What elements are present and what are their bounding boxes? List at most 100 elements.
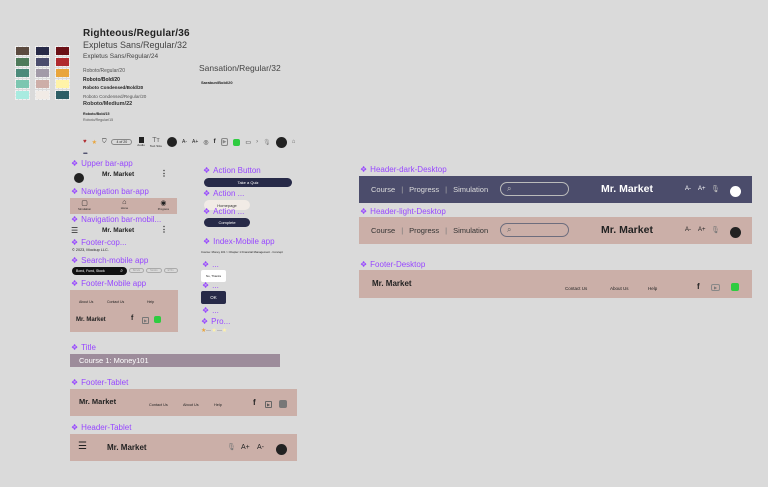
nav-simulation[interactable]: Simulation [453,185,489,194]
component-label: ❖ Header-Tablet [71,423,132,432]
nav-course[interactable]: Course [371,185,396,194]
badge-icon: ⛉ [101,138,107,145]
nav-simulation[interactable]: Simulation [453,226,489,235]
about-link[interactable]: About Us [79,300,94,304]
about-link[interactable]: About Us [610,286,629,291]
color-swatch [55,57,70,67]
contact-link[interactable]: Contact Us [149,403,168,407]
font-increase-icon[interactable]: A+ [192,139,199,145]
avatar[interactable] [74,173,84,183]
no-thanks-button[interactable]: No, Thanks [201,270,226,282]
nav-item-progress[interactable]: ◉ Progress [157,200,169,211]
progress-stars: ★ ★ ★ [201,327,227,334]
ok-button[interactable]: OK [201,291,226,304]
nav-item-home[interactable]: ⌂ Home [120,199,129,210]
font-decrease-button[interactable]: A- [685,227,691,233]
line-icon[interactable] [233,138,241,146]
chip[interactable]: Bonds [129,268,145,273]
type-roboto-regular-15: Roboto/Regular/15 [83,118,114,122]
chip[interactable]: Stocks [146,268,162,273]
nav-progress[interactable]: Progress [409,226,440,235]
component-label: ❖ Header-dark-Desktop [360,165,447,174]
brand-title: Mr. Market [76,317,106,323]
component-label: ❖ Pro... [201,317,231,326]
type-righteous: Righteous/Regular/36 [83,28,190,39]
help-link[interactable]: Help [214,403,222,407]
font-increase-button[interactable]: A+ [241,444,250,451]
search-chips: Bonds Stocks ETFs [129,268,178,273]
chat-icon[interactable]: ▭ [245,139,252,146]
component-icon: ❖ [71,423,79,432]
user-avatar[interactable] [276,444,287,455]
user-avatar[interactable] [730,186,741,197]
microphone-icon[interactable]: 🎙 [263,139,271,146]
font-decrease-icon[interactable]: A- [182,139,188,145]
microphone-icon[interactable]: 🎙 [711,186,720,193]
component-label: ❖ Upper bar-app [71,159,133,168]
font-decrease-button[interactable]: A- [685,186,691,192]
youtube-icon[interactable]: ▶ [142,317,150,324]
component-label: ❖ Navigation bar-mobil... [71,215,162,224]
search-input[interactable]: ⌕ [500,223,569,237]
complete-button[interactable]: Complete [204,218,250,227]
contact-link[interactable]: Contact Us [107,300,125,304]
youtube-icon[interactable]: ▶ [220,138,229,146]
homepage-button[interactable]: Homepage [204,200,250,210]
facebook-icon[interactable]: f [131,315,134,322]
type-sansation: Sansation/Regular/32 [199,63,281,73]
component-icon: ❖ [203,237,211,246]
line-icon[interactable] [154,316,161,323]
voice-avatar-icon[interactable] [275,136,287,148]
facebook-icon[interactable]: f [253,398,256,407]
component-label: ❖ Navigation bar-app [71,187,149,196]
circle-settings-icon[interactable]: ◎ [203,139,209,146]
component-icon: ❖ [71,238,79,247]
text-size-icon[interactable]: Tт Text Size [149,136,163,148]
microphone-icon[interactable]: 🎙 [711,227,720,234]
facebook-icon[interactable]: f [697,282,700,291]
component-icon: ❖ [360,207,368,216]
nav-progress[interactable]: Progress [409,185,440,194]
hamburger-menu-icon[interactable]: ☰ [78,441,87,452]
brand-title: Mr. Market [79,397,117,406]
chip[interactable]: ETFs [163,268,178,273]
user-avatar[interactable] [730,227,741,238]
brand-title: Mr. Market [102,227,135,234]
search-input[interactable]: ⌕ [500,182,569,196]
help-link[interactable]: Help [648,286,658,291]
youtube-icon[interactable]: ▶ [265,401,273,408]
chevron-right-icon[interactable]: › [256,139,259,145]
youtube-icon[interactable]: ▶ [711,284,721,291]
font-decrease-button[interactable]: A- [257,444,264,451]
line-icon[interactable] [279,400,287,408]
search-input[interactable]: Bond, Fund, Stock ⌕ [72,267,127,275]
color-swatch [55,79,70,89]
home-icon[interactable]: ⌂ [291,139,296,145]
color-swatch [35,90,50,100]
simulation-icon: ▢ [81,200,88,207]
hamburger-menu-icon[interactable]: ☰ [71,226,79,235]
microphone-icon[interactable]: 🎙 [227,444,236,451]
more-vertical-icon[interactable]: ⋮ [160,225,168,234]
font-increase-button[interactable]: A+ [698,186,706,192]
user-avatar-icon[interactable] [167,137,178,147]
component-label: ❖ Header-light-Desktop [360,207,446,216]
color-swatch [15,46,30,56]
header-light-desktop: Course | Progress | Simulation ⌕ Mr. Marke… [359,217,752,244]
more-vertical-icon[interactable]: ⋮ [160,169,168,178]
component-label: ❖ Title [71,343,96,352]
take-quiz-button[interactable]: Take a Quiz [204,178,292,187]
star-empty-icon: ★ [211,328,217,334]
about-link[interactable]: About Us [183,403,199,407]
help-link[interactable]: Help [147,300,155,304]
type-roboto-bold-20: Roboto/Bold/20 [83,77,120,83]
facebook-icon[interactable]: f [213,139,216,145]
component-icon: ❖ [202,281,210,290]
contact-link[interactable]: Contact Us [565,286,588,291]
audio-icon[interactable]: Audio [137,137,145,147]
line-icon[interactable] [731,283,739,291]
navigation-bar: ▢ Simulation ⌂ Home ◉ Progress [70,198,177,214]
font-increase-button[interactable]: A+ [698,227,706,233]
nav-item-simulation[interactable]: ▢ Simulation [78,200,92,211]
nav-course[interactable]: Course [371,226,396,235]
